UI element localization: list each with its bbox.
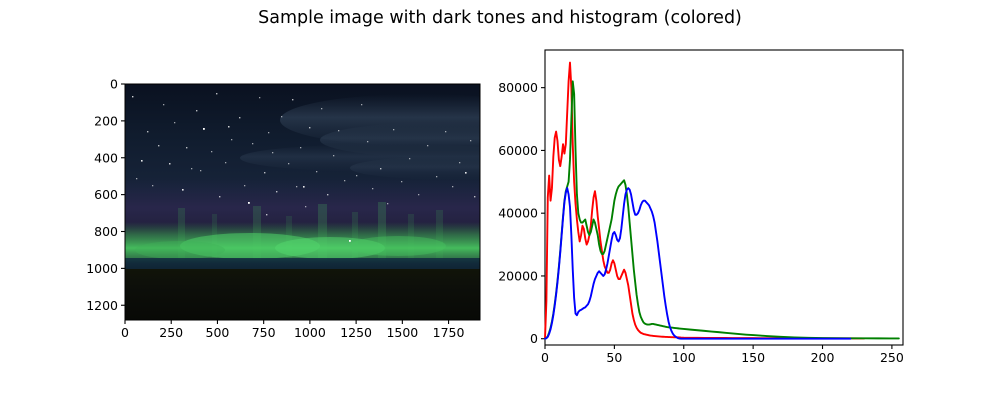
histogram-x-tick-label: 200 [811,350,835,365]
histogram-x-ticks: 0 50 100 150 200 250 [541,345,904,365]
image-x-tick-label: 1500 [386,325,418,340]
histogram-x-tick-label: 250 [880,350,904,365]
histogram-x-tick-label: 50 [606,350,622,365]
aurora-image-content [125,84,480,320]
image-y-tick-label: 200 [94,113,118,128]
histogram-x-tick-label: 100 [672,350,696,365]
histogram-panel: 0 50 100 150 200 250 0 20000 40000 60000 80000 [498,49,904,365]
histogram-x-tick-label: 0 [541,350,549,365]
image-panel: 0 250 500 750 1000 1250 1500 1750 0 200 400 600 800… [86,77,481,340]
histogram-curve-red-channel [544,61,866,340]
histogram-y-tick-label: 60000 [498,143,538,158]
image-y-tick-label: 600 [94,187,118,202]
image-y-tick-label: 800 [94,224,118,239]
histogram-curve-green-channel [544,80,900,340]
histogram-curve-blue-channel [544,187,852,340]
image-y-tick-label: 1200 [86,298,118,313]
stars [132,93,476,242]
histogram-curves [544,61,900,340]
histogram-y-tick-label: 20000 [498,268,538,283]
image-x-tick-label: 1250 [340,325,372,340]
image-x-tick-label: 750 [252,325,276,340]
histogram-y-ticks: 0 20000 40000 60000 80000 [498,80,545,346]
image-y-tick-label: 1000 [86,261,118,276]
image-y-ticks: 0 200 400 600 800 1000 1200 [86,77,125,313]
image-x-ticks: 0 250 500 750 1000 1250 1500 1750 [121,320,465,340]
histogram-y-tick-label: 80000 [498,80,538,95]
figure-title: Sample image with dark tones and histogr… [258,8,742,28]
image-y-tick-label: 400 [94,150,118,165]
image-x-tick-label: 1000 [294,325,326,340]
image-y-tick-label: 0 [110,77,118,92]
histogram-y-tick-label: 0 [530,331,538,346]
image-x-tick-label: 250 [159,325,183,340]
histogram-y-tick-label: 40000 [498,206,538,221]
histogram-x-tick-label: 150 [741,350,765,365]
image-x-tick-label: 0 [121,325,129,340]
image-x-tick-label: 1750 [433,325,465,340]
image-x-tick-label: 500 [206,325,230,340]
